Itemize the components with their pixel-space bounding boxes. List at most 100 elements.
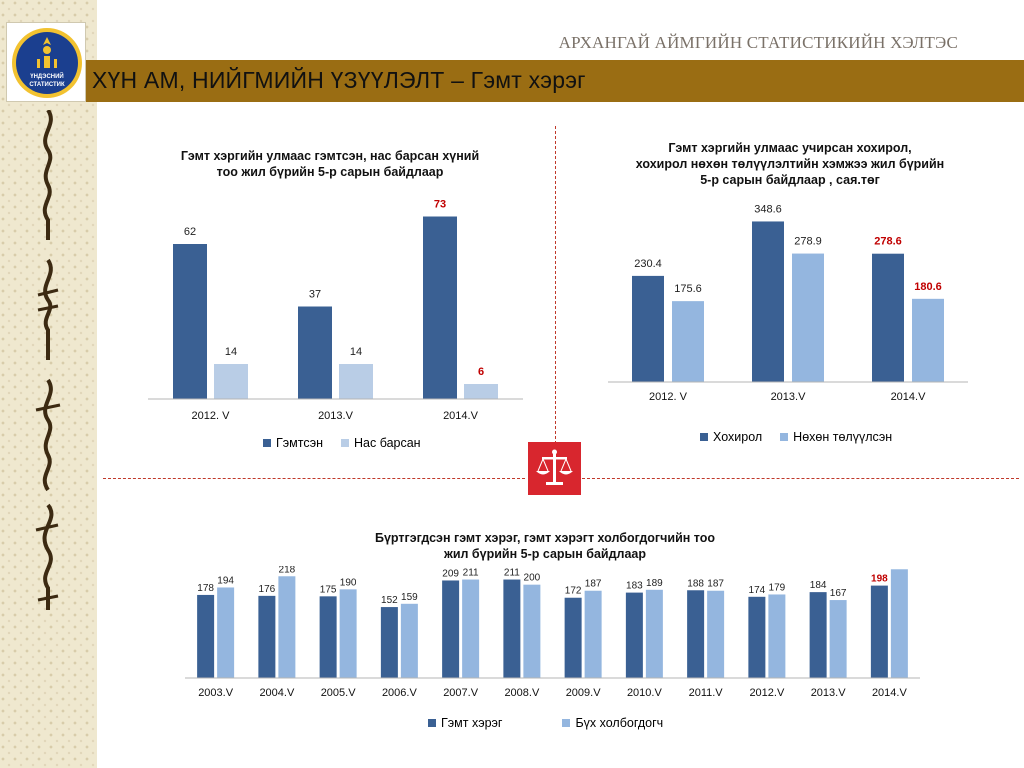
x-tick-label: 2003.V — [198, 687, 234, 699]
chart2-legend: Хохирол Нөхөн төлүүлсэн — [700, 430, 892, 444]
data-label: 14 — [225, 346, 237, 358]
x-tick-label: 2013.V — [318, 410, 354, 422]
x-tick-label: 2005.V — [321, 687, 357, 699]
x-tick-label: 2014.V — [891, 391, 927, 403]
organization-name: АРХАНГАЙ АЙМГИЙН СТАТИСТИКИЙН ХЭЛТЭС — [558, 33, 958, 52]
title-band — [86, 60, 1024, 102]
bar-series2 — [278, 576, 296, 678]
data-label: 183 — [626, 581, 643, 592]
bar-series2 — [523, 584, 541, 678]
bar-series2 — [339, 364, 373, 399]
chart2-damage-compensation-bar-chart: 230.4 175.6 2012. V 348.6 278.9 2013.V 278.6 18… — [608, 203, 968, 403]
data-label: 175.6 — [674, 283, 702, 295]
data-label: 278.9 — [794, 236, 822, 248]
chart3-title-line2: жил бүрийн 5-р сарын байдлаар — [443, 547, 647, 561]
bar-series1 — [197, 594, 215, 678]
vertical-divider — [555, 126, 556, 454]
bar-series1 — [870, 585, 888, 678]
bar-series2 — [890, 569, 908, 678]
data-label: 178 — [197, 583, 214, 594]
chart3-legend: Гэмт хэрэг Бүх холбогдогч — [428, 716, 663, 730]
data-label: 62 — [184, 226, 196, 238]
legend-swatch — [263, 439, 271, 447]
x-tick-label: 2009.V — [566, 687, 602, 699]
bar-series2 — [912, 298, 944, 382]
data-label: 172 — [565, 586, 582, 597]
x-tick-label: 2006.V — [382, 687, 418, 699]
data-label: 73 — [434, 199, 446, 211]
bar-series2 — [768, 594, 786, 678]
x-tick-label: 2004.V — [259, 687, 295, 699]
bar-series2 — [645, 589, 663, 678]
bar-series2 — [400, 603, 418, 678]
horizontal-divider-left — [103, 478, 525, 479]
chart2-legend-item-1: Хохирол — [700, 430, 762, 444]
x-tick-label: 2013.V — [811, 687, 847, 699]
chart1-title-line1: Гэмт хэргийн улмаас гэмтсэн, нас барсан … — [180, 149, 480, 163]
chart2-legend-label-1: Хохирол — [713, 430, 763, 444]
chart2-title-line1: Гэмт хэргийн улмаас учирсан хохирол, — [668, 141, 912, 155]
data-label: 187 — [707, 579, 724, 590]
chart2-title-line2: хохирол нөхөн төлүүлэлтийн хэмжээ жил бү… — [635, 157, 945, 171]
chart1-legend-label-1: Гэмтсэн — [276, 436, 323, 450]
scales-of-justice-icon — [528, 442, 581, 495]
x-tick-label: 2014.V — [443, 410, 479, 422]
data-label: 233 — [891, 566, 908, 568]
horizontal-divider-right — [582, 478, 1019, 479]
page-title: ХҮН АМ, НИЙГМИЙН ҮЗҮҮЛЭЛТ – Гэмт хэрэг — [92, 67, 586, 93]
chart3-legend-label-1: Гэмт хэрэг — [441, 716, 503, 730]
bar-series2 — [584, 590, 602, 678]
bar-series2 — [707, 590, 725, 678]
data-label: 180.6 — [914, 281, 942, 293]
chart1-title: Гэмт хэргийн улмаас гэмтсэн, нас барсан … — [140, 148, 520, 180]
logo-text-line2: СТАТИСТИК — [29, 82, 65, 88]
chart3-title-line1: Бүртгэгдсэн гэмт хэрэг, гэмт хэрэгт холб… — [374, 531, 716, 545]
x-tick-label: 2013.V — [771, 391, 807, 403]
data-label: 190 — [340, 577, 357, 588]
national-statistics-logo: ҮНДЭСНИЙ СТАТИСТИК — [6, 22, 86, 102]
data-label: 278.6 — [874, 236, 902, 248]
chart1-title-line2: тоо жил бүрийн 5-р сарын байдлаар — [216, 165, 444, 179]
bar-series2 — [462, 579, 480, 678]
bar-series1 — [632, 275, 664, 382]
chart3-legend-item-2: Бүх холбогдогч — [562, 716, 663, 730]
legend-swatch — [780, 433, 789, 441]
bar-series1 — [173, 244, 207, 399]
bar-series2 — [214, 364, 248, 399]
x-tick-label: 2014.V — [872, 687, 908, 699]
chart3-legend-item-1: Гэмт хэрэг — [428, 716, 502, 730]
bar-series1 — [258, 595, 276, 678]
chart1-legend-item-2: Нас барсан — [341, 436, 421, 450]
logo-text-line1: ҮНДЭСНИЙ — [30, 72, 64, 80]
bar-series2 — [792, 253, 824, 382]
legend-swatch — [562, 719, 571, 727]
x-tick-label: 2012.V — [749, 687, 785, 699]
bar-series1 — [625, 592, 643, 678]
data-label: 188 — [687, 578, 704, 589]
bar-series1 — [752, 221, 784, 382]
bar-series2 — [217, 587, 235, 678]
data-label: 211 — [463, 568, 479, 579]
x-tick-label: 2007.V — [443, 687, 479, 699]
chart2-title: Гэмт хэргийн улмаас учирсан хохирол, хох… — [590, 140, 990, 188]
bar-series1 — [380, 607, 398, 678]
data-label: 6 — [478, 366, 484, 378]
data-label: 187 — [585, 579, 602, 590]
data-label: 37 — [309, 289, 321, 301]
x-tick-label: 2012. V — [649, 391, 688, 403]
data-label: 200 — [524, 573, 541, 584]
x-tick-label: 2010.V — [627, 687, 663, 699]
chart3-title: Бүртгэгдсэн гэмт хэрэг, гэмт хэрэгт холб… — [300, 530, 790, 562]
data-label: 194 — [217, 575, 234, 586]
bar-series2 — [829, 600, 847, 678]
data-label: 184 — [810, 580, 827, 591]
chart2-title-line3: 5-р сарын байдлаар , сая.төг — [700, 173, 880, 187]
bar-series1 — [748, 596, 766, 678]
data-label: 198 — [871, 574, 888, 585]
data-label: 152 — [381, 595, 398, 606]
data-label: 176 — [259, 584, 276, 595]
data-label: 175 — [320, 584, 337, 595]
mongolian-script-decoration — [28, 108, 68, 650]
bar-series1 — [423, 216, 457, 399]
